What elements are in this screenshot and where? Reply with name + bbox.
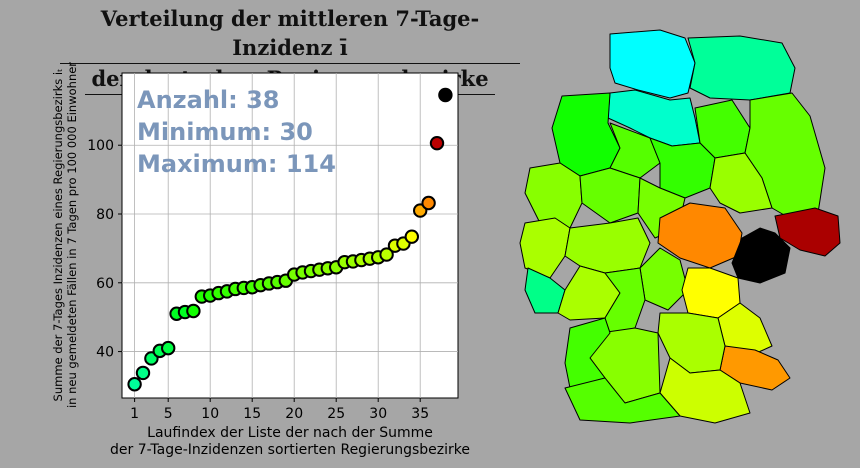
map-region: [519, 217, 571, 279]
data-point: [438, 87, 453, 103]
map-region: [609, 29, 696, 99]
data-point: [379, 247, 394, 262]
x-tick-label: 15: [243, 406, 261, 422]
data-point: [429, 135, 445, 151]
x-tick-label: 30: [369, 406, 387, 422]
grid-lines: [122, 73, 458, 398]
data-point: [186, 303, 201, 319]
plot-area: [121, 72, 459, 399]
y-tick-label: 60: [96, 276, 114, 292]
y-tick-label: 80: [96, 207, 114, 223]
map-region: [524, 162, 583, 229]
map-region: [564, 217, 651, 274]
map-region: [731, 227, 791, 284]
x-tick-label: 25: [327, 406, 345, 422]
data-points: [127, 87, 453, 392]
map-region: [687, 35, 796, 101]
annotation-count: Anzahl: 38: [137, 86, 280, 114]
map-region: [564, 317, 611, 389]
x-tick-label: 1: [130, 406, 139, 422]
map-region: [564, 377, 681, 424]
data-point: [404, 229, 419, 244]
chart-title-line1: Verteilung der mittleren 7-Tage-Inzidenz…: [60, 4, 520, 64]
y-axis-label-line2: in neu gemeldeten Fällen in 7 Tagen pro …: [65, 62, 79, 408]
map-region: [709, 152, 773, 214]
germany-region-map: [519, 29, 841, 424]
map-region: [774, 207, 841, 257]
x-tick-label: 20: [285, 406, 303, 422]
annotation-maximum: Maximum: 114: [137, 150, 336, 178]
y-tick-label: 100: [87, 138, 114, 154]
data-point: [421, 195, 436, 211]
data-point: [161, 340, 176, 356]
map-region: [579, 167, 641, 224]
y-axis-label-line1: Summe der 7-Tages Inzidenzen eines Regie…: [51, 69, 65, 402]
x-tick-label: 5: [164, 406, 173, 422]
y-tick-label: 40: [96, 345, 114, 361]
x-tick-label: 10: [201, 406, 219, 422]
x-axis-label-line1: Laufindex der Liste der nach der Summe: [147, 425, 433, 441]
x-axis-label-line2: der 7-Tage-Inzidenzen sortierten Regieru…: [110, 442, 470, 458]
x-tick-label: 35: [411, 406, 429, 422]
data-point: [127, 377, 142, 392]
annotation-minimum: Minimum: 30: [137, 118, 313, 146]
data-point: [135, 365, 151, 381]
